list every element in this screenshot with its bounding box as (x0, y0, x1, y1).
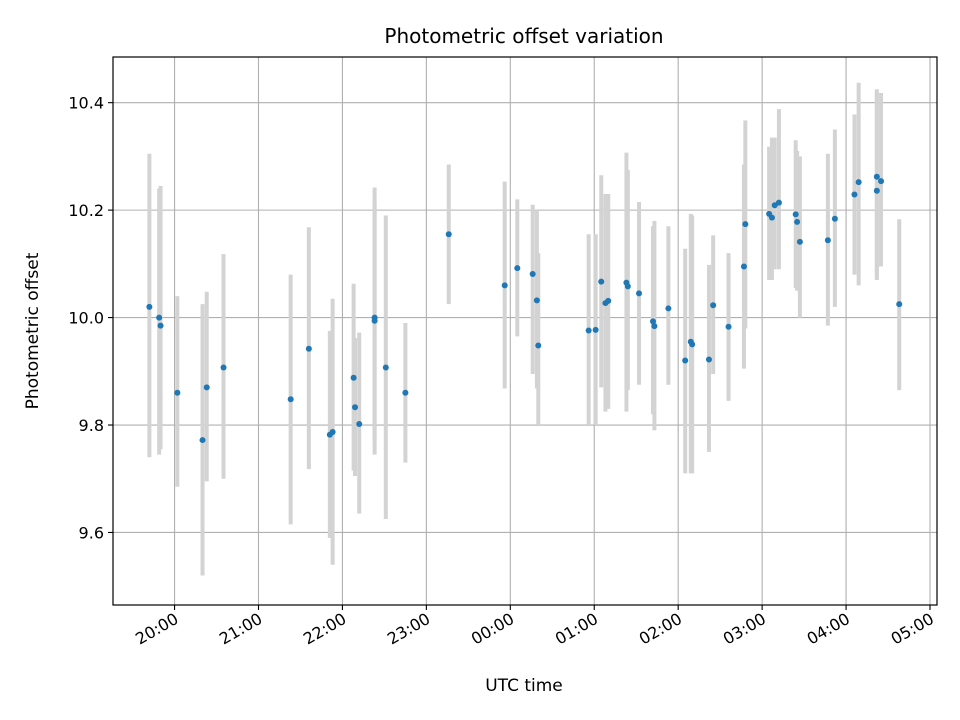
y-axis-title: Photometric offset (23, 252, 43, 409)
data-point (650, 318, 657, 325)
data-point (514, 265, 521, 272)
data-point (445, 231, 452, 238)
data-point (305, 345, 312, 352)
y-tick-label: 10.0 (68, 309, 104, 328)
data-point (775, 199, 782, 206)
data-point (157, 322, 164, 329)
data-point (873, 173, 880, 180)
x-axis-title: UTC time (485, 676, 563, 696)
data-point (855, 179, 862, 186)
data-point (329, 429, 336, 436)
y-tick-label: 10.4 (68, 94, 104, 113)
data-point (705, 356, 712, 363)
data-point (146, 303, 153, 310)
data-point (792, 211, 799, 218)
data-point (831, 215, 838, 222)
y-tick-label: 9.6 (79, 523, 104, 542)
data-point (287, 396, 294, 403)
data-point (529, 271, 536, 278)
data-point (873, 187, 880, 194)
data-point (382, 364, 389, 371)
data-point (851, 191, 858, 198)
data-point (651, 323, 658, 330)
data-point (402, 389, 409, 396)
data-point (605, 297, 612, 304)
data-point (624, 283, 631, 290)
data-point (585, 327, 592, 334)
data-point (794, 218, 801, 225)
chart-title: Photometric offset variation (384, 24, 663, 48)
y-tick-label: 10.2 (68, 201, 104, 220)
data-point (371, 317, 378, 324)
data-point (710, 302, 717, 309)
data-point (878, 178, 885, 185)
data-point (665, 305, 672, 312)
data-point (356, 420, 363, 427)
data-point (796, 238, 803, 245)
data-point (174, 389, 181, 396)
data-point (636, 290, 643, 297)
data-point (156, 314, 163, 321)
data-point (598, 278, 605, 285)
data-point (742, 221, 749, 228)
data-point (199, 437, 206, 444)
data-point (896, 301, 903, 308)
data-point (740, 263, 747, 270)
data-point (533, 297, 540, 304)
data-point (592, 326, 599, 333)
data-point (682, 357, 689, 364)
data-point (824, 237, 831, 244)
data-point (203, 384, 210, 391)
y-tick-label: 9.8 (79, 416, 104, 435)
data-point (768, 214, 775, 221)
y-axis-ticks: 9.6 9.8 10.0 10.2 10.4 (68, 94, 113, 542)
data-point (352, 404, 359, 411)
plot-frame (112, 56, 938, 606)
data-points (146, 173, 903, 444)
data-point (220, 364, 227, 371)
data-point (725, 323, 732, 330)
data-point (689, 341, 696, 348)
data-point (535, 342, 542, 349)
data-point (350, 374, 357, 381)
data-point (501, 282, 508, 289)
